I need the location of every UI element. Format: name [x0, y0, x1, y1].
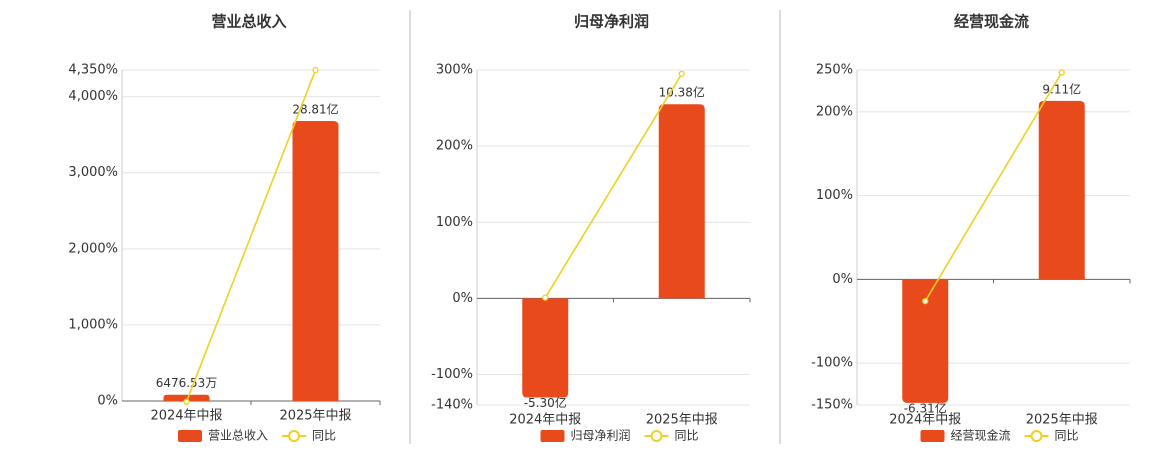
- y-tick-label: 200%: [816, 104, 853, 119]
- bar: [522, 298, 569, 398]
- legend-label: 同比: [1055, 429, 1079, 443]
- legend-swatch: [920, 430, 945, 442]
- bar: [658, 104, 705, 299]
- x-tick-label: 2024年中报: [889, 413, 961, 428]
- y-tick-label: 4,350%: [68, 63, 118, 78]
- legend-label: 营业总收入: [208, 429, 268, 443]
- legend-swatch: [178, 430, 202, 442]
- y-tick-label: 0%: [97, 394, 118, 409]
- line-marker: [542, 294, 549, 301]
- line-marker: [678, 70, 685, 77]
- line-marker: [1058, 69, 1065, 76]
- y-tick-label: 300%: [436, 63, 473, 78]
- y-tick-label: 3,000%: [68, 165, 118, 180]
- line-marker: [183, 398, 190, 405]
- y-tick-label: -140%: [431, 398, 473, 413]
- value-label: -6.31亿: [904, 400, 947, 415]
- line-marker: [312, 66, 319, 74]
- x-tick-label: 2024年中报: [509, 413, 581, 428]
- y-tick-label: -100%: [811, 356, 853, 371]
- legend-label: 同比: [675, 429, 699, 443]
- legend-label: 经营现金流: [951, 428, 1011, 443]
- chart-title: 经营现金流: [954, 13, 1029, 31]
- legend-label: 归母净利润: [571, 429, 631, 443]
- chart-title: 归母净利润: [574, 13, 649, 31]
- bar: [163, 394, 210, 401]
- x-tick-label: 2025年中报: [646, 413, 718, 428]
- x-tick-label: 2025年中报: [1026, 413, 1098, 428]
- y-tick-label: 200%: [436, 139, 473, 154]
- x-tick-label: 2024年中报: [150, 409, 222, 424]
- y-tick-label: 4,000%: [68, 89, 118, 104]
- value-label: 6476.53万: [156, 376, 218, 390]
- legend-swatch: [1030, 430, 1043, 442]
- value-label: 28.81亿: [292, 102, 338, 117]
- value-label: 10.38亿: [659, 85, 705, 100]
- x-tick-label: 2025年中报: [279, 409, 351, 424]
- chart-title: 营业总收入: [211, 13, 286, 31]
- line: [185, 69, 317, 403]
- bar: [292, 121, 339, 401]
- legend-swatch: [540, 430, 565, 442]
- legend-swatch: [288, 430, 301, 442]
- y-tick-label: 2,000%: [68, 241, 118, 256]
- bar: [1038, 100, 1085, 280]
- line-marker: [922, 297, 929, 305]
- legend-swatch: [650, 430, 663, 442]
- legend-label: 同比: [312, 429, 336, 443]
- y-tick-label: 100%: [436, 215, 473, 230]
- y-tick-label: -150%: [811, 398, 853, 413]
- y-tick-label: 0%: [832, 272, 853, 287]
- value-label: -5.30亿: [524, 395, 567, 410]
- value-label: 9.11亿: [1042, 81, 1081, 96]
- y-tick-label: 250%: [816, 63, 853, 78]
- bar: [902, 279, 949, 403]
- line: [924, 72, 1063, 302]
- y-tick-label: 0%: [452, 291, 473, 306]
- y-tick-label: 100%: [816, 188, 853, 203]
- y-tick-label: -100%: [431, 367, 473, 382]
- y-tick-label: 1,000%: [68, 317, 118, 332]
- line: [544, 73, 683, 299]
